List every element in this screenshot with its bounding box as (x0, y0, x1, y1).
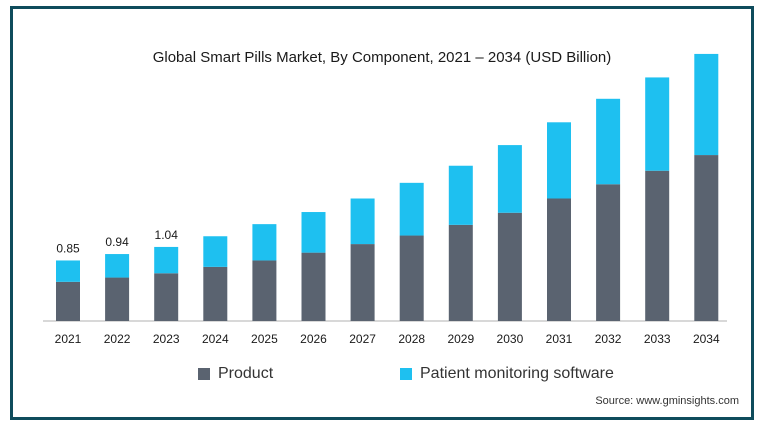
bar-product-2025 (252, 260, 277, 321)
x-tick-label: 2021 (55, 332, 82, 346)
bar-software-2026 (301, 212, 326, 253)
x-tick-label: 2026 (300, 332, 327, 346)
bar-software-2022 (105, 254, 130, 278)
x-tick-label: 2034 (693, 332, 720, 346)
x-tick-label: 2022 (104, 332, 131, 346)
data-label: 0.94 (105, 235, 129, 249)
x-tick-label: 2023 (153, 332, 180, 346)
x-tick-label: 2031 (546, 332, 573, 346)
bar-product-2029 (448, 224, 473, 321)
bar-product-2030 (497, 212, 522, 321)
bar-software-2027 (350, 198, 375, 245)
bar-software-2032 (596, 98, 621, 185)
bar-software-2031 (547, 122, 571, 199)
bar-product-2028 (399, 235, 424, 321)
bar-software-2024 (203, 236, 228, 267)
bar-product-2031 (547, 198, 571, 321)
bar-product-2023 (154, 273, 179, 321)
bar-product-2024 (203, 266, 228, 321)
legend-item-software: Patient monitoring software (400, 365, 614, 383)
x-tick-label: 2033 (644, 332, 671, 346)
bar-product-2027 (350, 244, 375, 321)
bar-software-2030 (497, 145, 522, 213)
x-tick-label: 2024 (202, 332, 229, 346)
chart-frame: Global Smart Pills Market, By Component,… (10, 6, 754, 420)
legend: Product Patient monitoring software (13, 365, 751, 389)
bar-product-2026 (301, 252, 326, 321)
bar-product-2032 (596, 184, 621, 321)
legend-label-software: Patient monitoring software (420, 365, 614, 382)
data-label: 0.85 (56, 241, 80, 255)
legend-swatch-product (198, 368, 210, 380)
x-tick-label: 2030 (497, 332, 524, 346)
x-tick-label: 2025 (251, 332, 278, 346)
bar-software-2033 (645, 77, 670, 171)
x-tick-label: 2028 (398, 332, 425, 346)
legend-label-product: Product (218, 365, 274, 382)
bar-product-2021 (56, 281, 80, 321)
bar-product-2034 (694, 155, 719, 321)
bar-software-2034 (694, 53, 719, 156)
bar-product-2033 (645, 170, 670, 321)
bar-software-2028 (399, 182, 424, 236)
bar-software-2021 (56, 260, 80, 282)
bar-software-2023 (154, 246, 179, 274)
chart-title: Global Smart Pills Market, By Component,… (152, 49, 612, 66)
source-note: Source: www.gminsights.com (595, 395, 739, 407)
legend-swatch-software (400, 368, 412, 380)
x-tick-label: 2032 (595, 332, 622, 346)
bar-software-2029 (448, 165, 473, 225)
bar-chart: 2021 0.85 2022 0.94 2023 1.04 2024 2025 2026 2027… (43, 53, 727, 346)
data-label: 1.04 (155, 228, 179, 242)
x-tick-label: 2027 (349, 332, 376, 346)
bar-software-2025 (252, 224, 277, 261)
bar-product-2022 (105, 277, 130, 321)
x-tick-label: 2029 (447, 332, 474, 346)
legend-item-product: Product (198, 365, 273, 383)
